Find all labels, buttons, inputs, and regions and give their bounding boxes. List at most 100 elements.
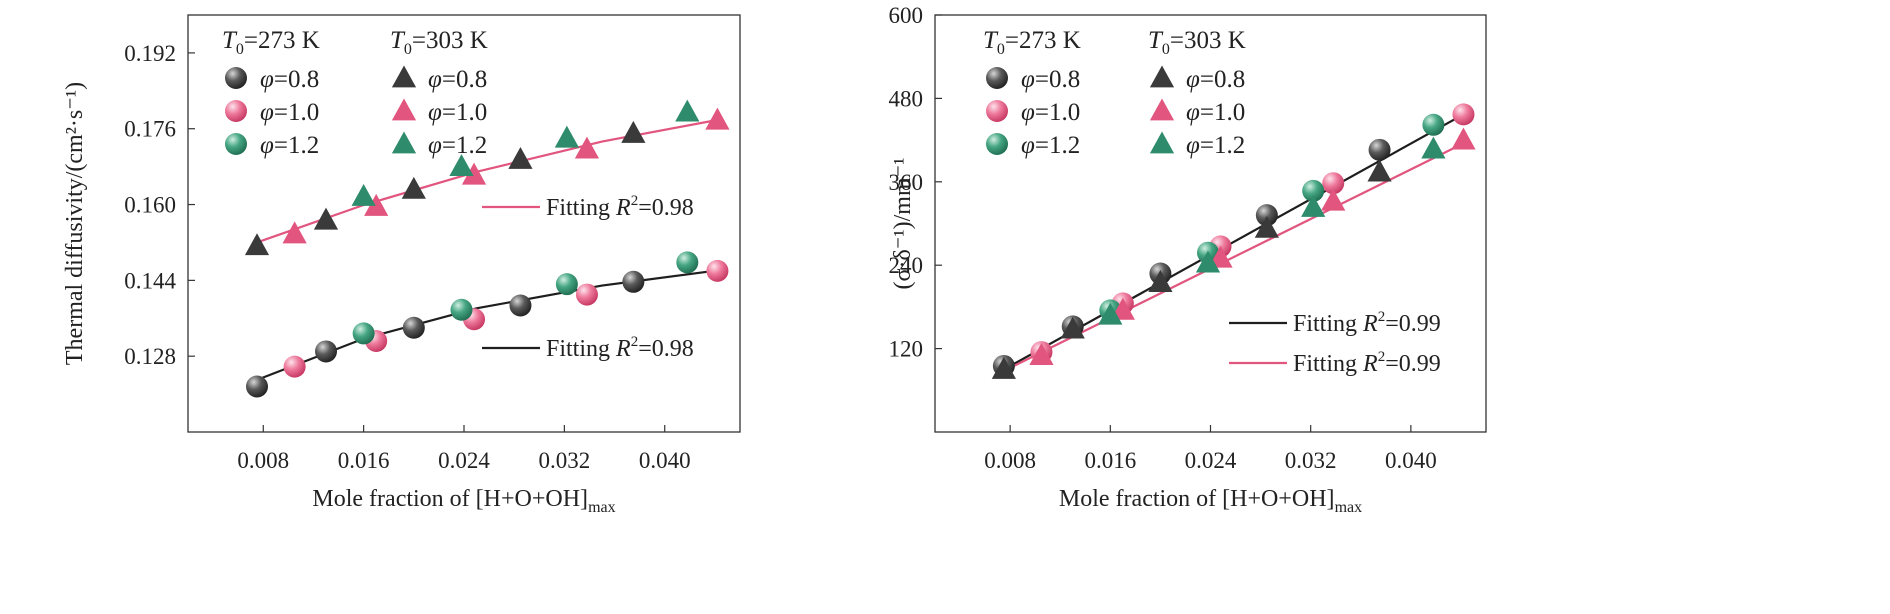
data-point-triangle xyxy=(1195,250,1221,273)
x-tick-label: 0.008 xyxy=(984,448,1036,473)
y-tick-label: 240 xyxy=(889,253,924,278)
data-point-circle xyxy=(246,375,268,398)
legend-label: φ=0.8 xyxy=(1186,66,1245,93)
data-point-triangle xyxy=(313,207,339,230)
data-point-circle xyxy=(676,251,699,274)
legend-label: φ=1.2 xyxy=(1021,132,1080,159)
data-point-triangle xyxy=(1208,245,1233,268)
legend-label: φ=1.2 xyxy=(260,132,319,159)
y-tick-label: 600 xyxy=(889,3,924,28)
x-tick-label: 0.008 xyxy=(237,448,289,473)
fit-legend-label: Fitting R2=0.99 xyxy=(1293,349,1441,377)
legend-label: φ=1.0 xyxy=(1021,99,1080,126)
data-point-triangle xyxy=(1367,159,1392,182)
legend-marker xyxy=(1149,98,1175,121)
legend-label: φ=0.8 xyxy=(428,66,487,93)
x-tick-label: 0.016 xyxy=(1084,448,1136,473)
x-tick-label: 0.024 xyxy=(1185,448,1237,473)
data-point-circle xyxy=(1422,113,1445,136)
y-tick-label: 480 xyxy=(889,86,924,111)
legend-header: T0=273 K xyxy=(983,27,1081,58)
y-tick-label: 0.176 xyxy=(124,117,176,142)
thermal-diffusivity-chart: 0.008 0.016 0.024 0.032 0.040 0.128 0.144 0.160… xyxy=(62,14,741,516)
data-point-circle xyxy=(1302,179,1325,202)
fit-line xyxy=(256,268,722,381)
data-point-circle xyxy=(283,355,306,378)
data-point-circle xyxy=(1368,138,1391,161)
data-point-triangle xyxy=(1421,136,1446,159)
y-tick-label: 0.128 xyxy=(124,344,176,369)
data-point-triangle xyxy=(364,193,389,216)
data-point-triangle xyxy=(1110,297,1135,320)
data-point-triangle xyxy=(282,221,307,244)
legend-marker xyxy=(225,100,247,122)
data-point-triangle xyxy=(401,176,426,199)
data-point-circle xyxy=(555,273,578,296)
legend-marker xyxy=(391,65,417,88)
data-point-circle xyxy=(1255,204,1278,227)
legend-header: T0=273 K xyxy=(222,27,320,58)
x-tick-label: 0.024 xyxy=(438,448,490,473)
legend-marker xyxy=(986,67,1008,89)
x-tick-label: 0.032 xyxy=(538,448,590,473)
data-point-circle xyxy=(352,322,375,345)
data-point-triangle xyxy=(1321,188,1346,211)
x-axis-label: Mole fraction of [H+O+OH]max xyxy=(1059,486,1362,516)
fit-legend-label: Fitting R2=0.98 xyxy=(546,193,694,221)
legend-marker xyxy=(1149,65,1175,88)
legend-header: T0=303 K xyxy=(390,27,488,58)
sigma-delta-chart: 0.008 0.016 0.024 0.032 0.040 120 240 360 480 600… xyxy=(889,3,1487,516)
data-point-triangle xyxy=(461,162,487,185)
data-point-triangle xyxy=(621,120,646,143)
x-tick-label: 0.040 xyxy=(1385,448,1437,473)
y-tick-label: 0.144 xyxy=(124,268,176,293)
legend-label: φ=1.2 xyxy=(1186,132,1245,159)
legend-label: φ=1.0 xyxy=(428,99,487,126)
data-point-circle xyxy=(1322,172,1345,195)
data-point-triangle xyxy=(508,146,533,169)
data-point-triangle xyxy=(1254,215,1279,238)
legend-marker xyxy=(1149,131,1175,154)
data-point-circle xyxy=(450,298,473,321)
legend-label: φ=1.0 xyxy=(260,99,319,126)
x-tick-label: 0.032 xyxy=(1285,448,1337,473)
legend-marker xyxy=(391,131,417,154)
y-tick-label: 0.160 xyxy=(124,193,176,218)
legend-marker xyxy=(225,67,247,89)
legend-marker xyxy=(986,133,1008,155)
data-point-triangle xyxy=(1098,302,1123,325)
legend-label: φ=0.8 xyxy=(260,66,319,93)
data-point-circle xyxy=(509,294,532,317)
data-point-triangle xyxy=(351,183,376,206)
data-point-circle xyxy=(622,270,645,293)
data-point-triangle xyxy=(244,233,270,256)
data-point-triangle xyxy=(574,136,600,159)
legend-header: T0=303 K xyxy=(1148,27,1246,58)
legend-label: φ=0.8 xyxy=(1021,66,1080,93)
data-point-triangle xyxy=(1301,194,1326,217)
data-point-circle xyxy=(1452,103,1475,126)
data-point-triangle xyxy=(991,356,1016,379)
y-tick-label: 360 xyxy=(889,170,924,195)
fit-legend-label: Fitting R2=0.99 xyxy=(1293,309,1441,337)
data-point-triangle xyxy=(1148,270,1173,292)
x-axis-label: Mole fraction of [H+O+OH]max xyxy=(312,486,615,516)
data-point-triangle xyxy=(1060,316,1085,339)
data-point-circle xyxy=(575,283,598,306)
legend-marker xyxy=(225,133,247,155)
data-point-circle xyxy=(706,259,729,282)
data-point-triangle xyxy=(554,125,579,148)
legend-marker xyxy=(391,98,417,121)
y-axis-label: Thermal diffusivity/(cm²·s⁻¹) xyxy=(62,82,88,365)
data-point-triangle xyxy=(1029,343,1054,365)
data-point-triangle xyxy=(1451,127,1476,150)
data-point-triangle xyxy=(449,154,474,177)
y-tick-label: 120 xyxy=(889,337,924,362)
data-point-triangle xyxy=(705,107,730,130)
legend-label: φ=1.0 xyxy=(1186,99,1245,126)
y-axis-label: (σ·δ⁻¹)/mm⁻¹ xyxy=(890,158,916,290)
data-point-triangle xyxy=(675,99,700,122)
fit-legend-label: Fitting R2=0.98 xyxy=(546,334,694,362)
data-point-circle xyxy=(402,316,425,339)
